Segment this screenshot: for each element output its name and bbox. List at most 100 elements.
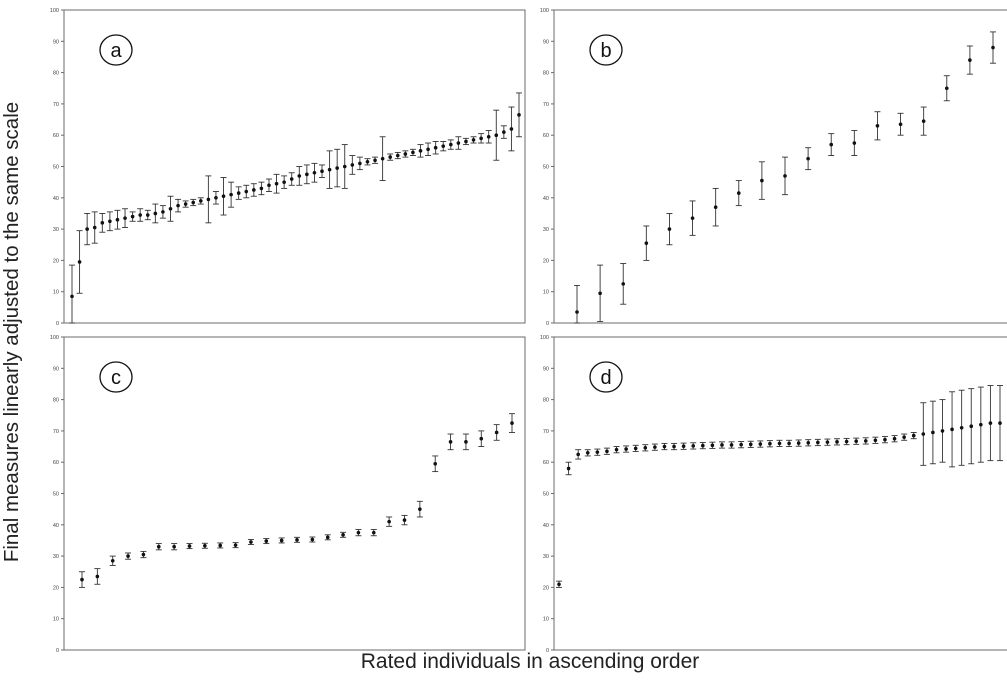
data-point	[252, 188, 256, 192]
data-point	[758, 442, 763, 446]
data-point	[911, 433, 916, 438]
data-point	[806, 440, 811, 445]
data-point	[411, 150, 415, 155]
data-point	[259, 186, 264, 191]
data-point	[126, 554, 130, 558]
panel-a-ytick-label: 70	[53, 102, 59, 108]
x-axis-label: Rated individuals in ascending order	[360, 650, 700, 673]
data-point	[968, 58, 972, 62]
data-point	[624, 447, 628, 451]
data-point	[358, 161, 362, 166]
data-point	[575, 310, 579, 314]
data-point	[433, 145, 438, 150]
data-point	[486, 134, 491, 139]
panel-b-ytick-label: 30	[543, 227, 549, 233]
panel-b-ytick-label: 0	[546, 321, 549, 327]
data-point	[403, 152, 408, 156]
data-point	[667, 227, 672, 231]
data-point	[852, 141, 857, 145]
data-point	[902, 435, 906, 439]
data-point	[931, 430, 935, 435]
data-point	[395, 153, 400, 158]
data-point	[153, 211, 158, 216]
panel-c-ytick-label: 70	[53, 429, 59, 435]
data-point	[356, 530, 361, 535]
panel-b-ytick-label: 50	[543, 165, 549, 171]
data-point	[653, 445, 657, 449]
panel-c-ytick-label: 90	[53, 366, 59, 372]
panel-c-ytick-label: 30	[53, 554, 59, 560]
data-point	[350, 163, 355, 167]
panel-d-ytick-label: 80	[543, 398, 549, 404]
data-point	[236, 191, 241, 195]
panel-d-ytick-label: 50	[543, 492, 549, 498]
data-point	[108, 219, 112, 224]
data-point	[701, 443, 705, 448]
data-point	[494, 133, 499, 137]
data-point	[305, 172, 309, 177]
panel-a-letter: a	[110, 40, 122, 62]
data-point	[806, 156, 810, 161]
data-point	[479, 136, 483, 141]
panel-c-frame	[63, 336, 526, 651]
data-point	[875, 124, 880, 128]
data-point	[672, 444, 676, 449]
data-point	[988, 421, 993, 425]
data-point	[320, 169, 324, 173]
data-point	[218, 543, 223, 548]
data-point	[557, 582, 561, 587]
data-point	[282, 180, 286, 184]
panel-b-letter: b	[600, 40, 611, 62]
data-point	[264, 539, 269, 543]
data-point	[863, 439, 868, 443]
data-point	[494, 430, 499, 435]
panel-d-frame	[553, 336, 1007, 651]
panel-b-ytick-label: 20	[543, 258, 549, 264]
data-point	[979, 422, 983, 427]
panel-b-ytick-label: 40	[543, 196, 549, 202]
data-point	[176, 203, 180, 208]
data-point	[244, 189, 249, 194]
data-point	[341, 533, 345, 537]
panel-a-ytick-label: 0	[56, 321, 59, 327]
data-point	[729, 443, 734, 447]
panel-d-ytick-label: 60	[543, 460, 549, 466]
data-point	[198, 199, 203, 203]
data-point	[517, 113, 521, 117]
data-point	[426, 147, 430, 152]
data-point	[991, 45, 995, 50]
data-point	[739, 442, 743, 447]
panel-c-ytick-label: 60	[53, 460, 59, 466]
panel-b-ytick-label: 70	[543, 102, 549, 108]
data-point	[464, 139, 468, 144]
data-point	[221, 194, 226, 199]
data-point	[816, 440, 820, 445]
panel-c-ytick-label: 20	[53, 585, 59, 591]
data-point	[373, 158, 377, 163]
panel-a-badge	[99, 34, 133, 66]
data-point	[598, 291, 602, 296]
data-point	[621, 282, 626, 286]
data-point	[145, 213, 150, 217]
data-point	[138, 213, 142, 217]
data-point	[183, 202, 188, 206]
panel-a-ytick-label: 30	[53, 227, 59, 233]
data-point	[643, 446, 648, 450]
panel-d-ytick-label: 20	[543, 585, 549, 591]
panel-d-ytick-label: 70	[543, 429, 549, 435]
data-point	[969, 424, 974, 429]
panel-d-ytick-label: 30	[543, 554, 549, 560]
data-point	[710, 443, 715, 448]
panel-c-ytick-label: 0	[56, 648, 59, 654]
panel-c-letter: c	[111, 367, 121, 389]
panel-b-ytick-label: 100	[540, 8, 549, 14]
panel-a-ytick-label: 20	[53, 258, 59, 264]
data-point	[464, 440, 468, 444]
data-point	[566, 466, 571, 471]
data-point	[191, 200, 196, 205]
data-point	[115, 217, 120, 222]
data-point	[418, 507, 422, 511]
data-point	[471, 138, 476, 142]
